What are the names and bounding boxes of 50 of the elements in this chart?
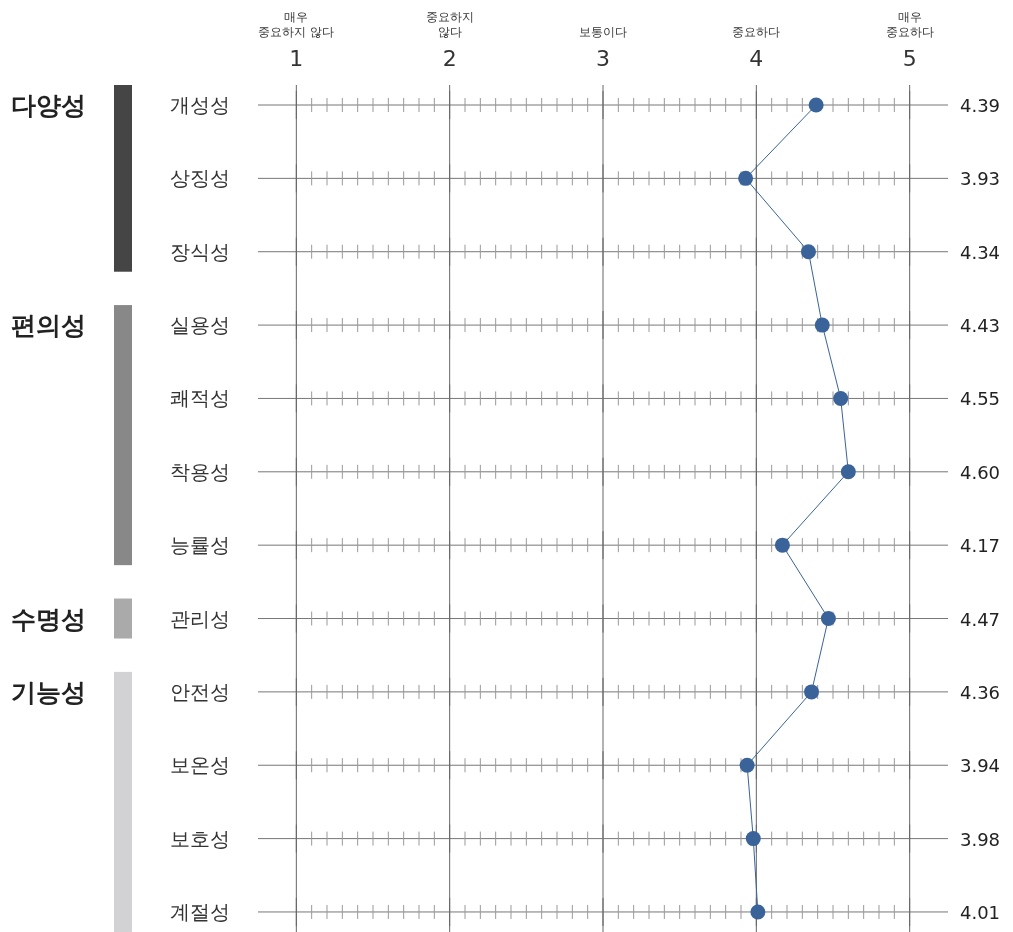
- text: 매우 중요하지 않다: [258, 10, 335, 39]
- y-tick-label: 장식성: [170, 239, 230, 264]
- text: 4.01: [959, 901, 1001, 923]
- y-tick-label: 개성성: [170, 93, 230, 117]
- point: [750, 904, 766, 920]
- text: 편의성: [10, 311, 86, 341]
- text: 4.43: [959, 315, 1001, 337]
- point: [820, 611, 836, 627]
- x-tick-label: 1: [289, 46, 304, 71]
- text: 중요하지 않다: [425, 10, 474, 39]
- point: [745, 831, 761, 847]
- text: 4.60: [959, 461, 1001, 483]
- y-tick-label: 쾌적성: [170, 386, 230, 411]
- y-tick-label: 실용성: [170, 313, 230, 338]
- text: 매우 중요하다: [885, 10, 934, 39]
- text: 4.47: [959, 608, 1001, 630]
- text: 3.93: [959, 168, 1001, 190]
- y-tick-label: 보호성: [170, 826, 230, 851]
- text: 4.55: [959, 388, 1001, 410]
- x-tick-label: 5: [902, 46, 917, 71]
- point: [739, 757, 755, 773]
- y-tick-label: 계절성: [170, 899, 230, 924]
- y-tick-label: 상징성: [170, 166, 230, 191]
- text: 수명성: [10, 604, 86, 634]
- point: [774, 537, 790, 553]
- text: 기능성: [10, 677, 86, 707]
- y-tick-label: 보온성: [170, 753, 230, 778]
- text: 4.36: [959, 681, 1001, 703]
- point: [738, 170, 754, 186]
- text: 4.17: [959, 535, 1001, 557]
- point: [814, 317, 830, 333]
- x-tick-label: 2: [442, 46, 457, 71]
- x-tick-label: 4: [749, 46, 764, 71]
- text: 다양성: [10, 91, 86, 120]
- text: 중요하다: [732, 25, 781, 39]
- text: 4.39: [959, 95, 1001, 116]
- point: [800, 244, 816, 260]
- text: 4.34: [959, 241, 1001, 263]
- y-tick-label: 안전성: [170, 679, 230, 704]
- text: 3.98: [959, 828, 1001, 850]
- text: 보통이다: [579, 25, 627, 39]
- point: [804, 684, 820, 700]
- point: [840, 464, 856, 480]
- y-tick-label: 능률성: [170, 533, 230, 558]
- point: [808, 97, 824, 113]
- point: [833, 390, 849, 406]
- y-tick-label: 관리성: [170, 606, 230, 631]
- text: 3.94: [959, 755, 1001, 777]
- x-tick-label: 3: [596, 46, 610, 71]
- y-tick-label: 착용성: [170, 459, 230, 484]
